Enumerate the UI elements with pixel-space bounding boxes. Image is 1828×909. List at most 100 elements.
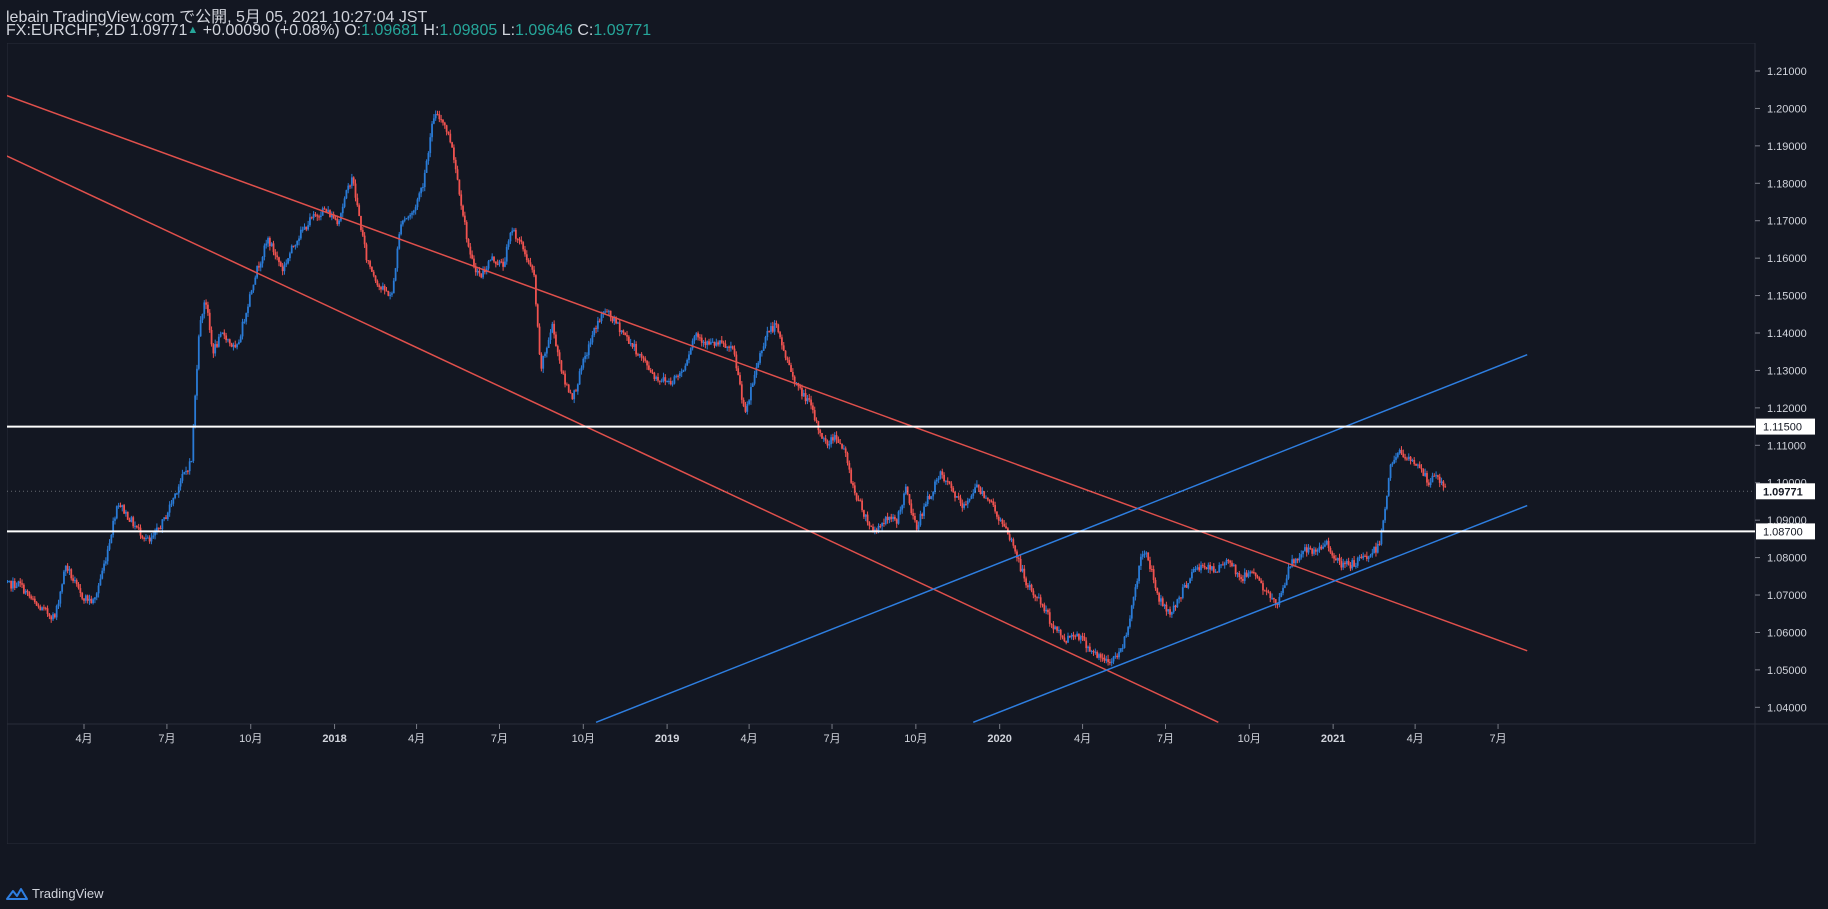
candle-up [52, 614, 54, 620]
candle-up [806, 398, 809, 402]
candle-up [1271, 597, 1273, 599]
candle-down [1059, 629, 1062, 636]
price-chart[interactable]: 1.21000 1.20000 1.19000 1.18000 1.17000 1.160… [7, 43, 1828, 844]
candle-down [850, 469, 853, 483]
candle-up [154, 530, 156, 536]
candle-up [972, 493, 975, 496]
candle-up [1110, 661, 1113, 663]
trend-line-red-2[interactable] [7, 144, 1219, 723]
candle-up [145, 537, 147, 539]
candle-down [983, 491, 986, 498]
candle-down [28, 592, 31, 597]
candle-up [55, 605, 58, 618]
candle-down [1149, 560, 1151, 570]
candle-up [955, 496, 958, 498]
chart-area[interactable]: 1.21000 1.20000 1.19000 1.18000 1.17000 1.160… [7, 43, 1828, 844]
candle-up [926, 496, 929, 505]
candle-up [899, 509, 902, 512]
candle-up [427, 153, 430, 161]
candle-down [77, 584, 80, 589]
candle-up [400, 224, 402, 235]
candle-up [966, 500, 969, 505]
candle-down [717, 342, 720, 345]
symbol-label[interactable]: FX:EURCHF, 2D [6, 22, 126, 39]
candle-up [411, 212, 413, 215]
trend-line-blue-3[interactable] [595, 354, 1528, 723]
candle-up [1037, 597, 1040, 599]
candle-down [469, 246, 472, 255]
footer-brand[interactable]: TradingView [6, 886, 104, 901]
candle-down [35, 602, 38, 606]
candle-up [1187, 583, 1190, 588]
candle-down [1180, 597, 1182, 599]
candle-down [697, 333, 699, 338]
candle-down [268, 238, 271, 247]
candle-down [555, 334, 557, 347]
candle-up [7, 580, 9, 583]
candle-down [575, 390, 577, 392]
candle-up [250, 290, 253, 295]
candle-down [1150, 569, 1153, 571]
candle-up [1411, 460, 1414, 462]
candle-down [1085, 640, 1088, 649]
candle-up [1176, 599, 1179, 608]
candle-down [276, 255, 279, 258]
trend-line-blue-4[interactable] [972, 504, 1528, 723]
candle-down [943, 474, 945, 482]
candle-up [638, 353, 641, 356]
candle-down [493, 256, 495, 262]
candle-up [259, 263, 262, 268]
candle-down [462, 205, 464, 216]
candle-down [305, 226, 308, 230]
candle-down [354, 183, 357, 198]
candle-down [564, 373, 566, 385]
candle-up [975, 484, 978, 488]
candle-up [412, 210, 415, 213]
candle-down [826, 440, 829, 446]
candle-down [361, 230, 364, 236]
candle-up [303, 226, 306, 230]
candle-down [90, 598, 93, 604]
candle-up [770, 326, 772, 332]
candle-down [859, 500, 862, 502]
candle-down [135, 525, 138, 528]
candle-up [422, 187, 424, 189]
candle-down [649, 369, 652, 373]
candle-down [453, 147, 455, 160]
candle-down [496, 263, 499, 265]
candle-up [8, 580, 11, 582]
trend-line-red-1[interactable] [7, 43, 1528, 652]
candle-down [460, 194, 463, 206]
candle-down [471, 254, 474, 259]
candle-up [877, 525, 880, 531]
candle-up [168, 504, 171, 513]
candle-up [12, 580, 14, 589]
candle-up [726, 346, 729, 348]
candle-down [1063, 637, 1066, 642]
candle-down [32, 598, 34, 600]
candle-up [201, 314, 204, 321]
candle-down [1156, 588, 1159, 594]
candle-down [821, 433, 823, 439]
candle-down [1320, 546, 1323, 549]
candle-down [371, 266, 373, 272]
candle-up [1194, 568, 1197, 570]
candle-down [720, 340, 723, 343]
x-tick-label: 7月 [158, 733, 175, 745]
candle-up [88, 598, 91, 601]
candle-up [391, 293, 393, 295]
candle-up [476, 270, 479, 273]
candle-down [988, 499, 991, 502]
candle-down [1329, 547, 1332, 553]
candle-down [334, 218, 337, 220]
candle-down [30, 596, 33, 599]
candle-up [1435, 475, 1437, 477]
candle-down [50, 616, 53, 620]
candle-up [1369, 555, 1372, 557]
candle-up [185, 470, 187, 473]
candle-down [536, 304, 539, 327]
candle-up [901, 505, 904, 510]
candle-up [176, 493, 178, 495]
triangle-up-icon: ▲ [187, 24, 199, 36]
candle-up [192, 427, 195, 462]
